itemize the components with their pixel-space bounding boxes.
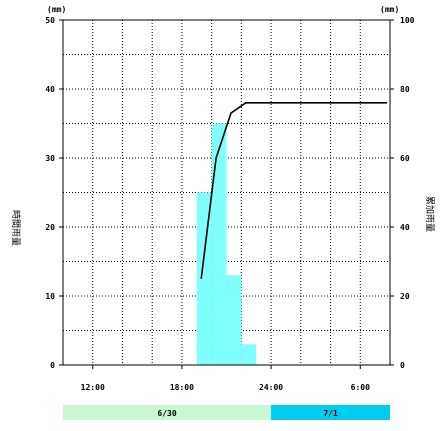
x-tick-label: 12:00: [81, 383, 105, 392]
right-tick-label: 100: [400, 16, 415, 25]
left-tick-label: 40: [45, 85, 55, 94]
right-tick-label: 40: [400, 223, 410, 232]
band-layer: 6/30 7/1: [63, 405, 390, 420]
rainfall-bar: [196, 192, 212, 365]
right-tick-label: 80: [400, 85, 410, 94]
line-layer: [200, 102, 388, 279]
right-tick-label: 0: [400, 361, 405, 370]
left-unit-label: (mm): [47, 5, 66, 14]
left-tick-label: 10: [45, 292, 55, 301]
date-band-label: 7/1: [323, 409, 338, 418]
rainfall-bar: [211, 123, 227, 365]
axis-layer: [59, 19, 394, 369]
x-tick-label: 18:00: [170, 383, 194, 392]
date-band-label: 6/30: [157, 409, 176, 418]
cumulative-line: [200, 102, 388, 279]
date-band: [63, 405, 272, 420]
bar-layer: [196, 123, 257, 365]
rainfall-bar: [241, 344, 257, 365]
left-axis-title: 時間雨量: [10, 210, 21, 246]
left-tick-label: 30: [45, 154, 55, 163]
rainfall-bar: [226, 275, 242, 365]
plot-frame: [62, 19, 391, 366]
x-tick-label: 24:00: [259, 383, 283, 392]
x-tick-label: 6:00: [351, 383, 370, 392]
left-tick-label: 0: [50, 361, 55, 370]
right-axis-title: 累加雨量: [424, 196, 435, 232]
date-band: [271, 405, 390, 420]
left-tick-label: 20: [45, 223, 55, 232]
right-tick-label: 60: [400, 154, 410, 163]
right-unit-label: (mm): [380, 5, 399, 14]
right-tick-label: 20: [400, 292, 410, 301]
label-layer: 0 10 20 30 40 50 0 20 40 60 80 100 12:00 18:00 24:00 6:…: [45, 16, 414, 392]
left-tick-label: 50: [45, 16, 55, 25]
grid-layer: [63, 20, 390, 365]
